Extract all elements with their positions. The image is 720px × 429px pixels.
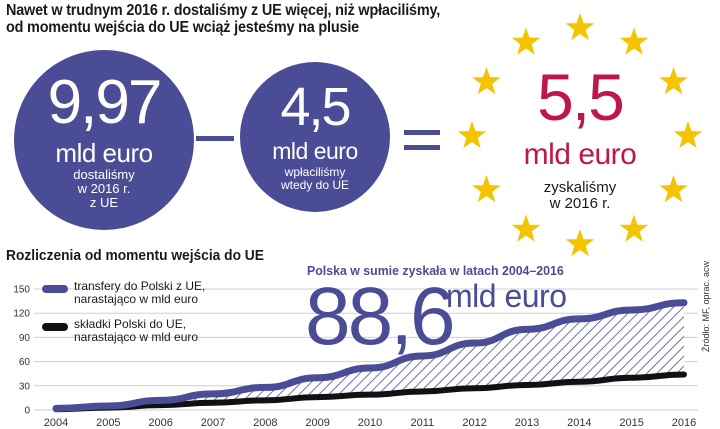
star-icon	[659, 67, 688, 95]
result-desc: zyskaliśmy w 2016 r.	[520, 180, 640, 212]
y-tick-label: 90	[19, 333, 31, 344]
received-unit: mld euro	[55, 138, 153, 168]
series-line-transfers	[52, 299, 688, 412]
result-desc-line-2: w 2016 r.	[549, 195, 611, 212]
y-tick-label: 30	[19, 381, 31, 392]
star-icon	[673, 121, 703, 149]
star-icon	[511, 27, 541, 55]
x-tick-label: 2010	[358, 417, 382, 429]
received-desc-line-2: w 2016 r.	[77, 181, 131, 196]
y-tick-label: 60	[19, 357, 31, 368]
eu-stars-ring	[457, 13, 703, 257]
result-value: 5,5	[537, 60, 625, 134]
x-tick-label: 2004	[44, 417, 68, 429]
total-unit: mld euro	[446, 278, 567, 314]
x-tick-label: 2012	[462, 417, 486, 429]
paid-desc-line-1: wpłaciliśmy	[284, 165, 346, 179]
equals-sign-top	[404, 130, 440, 135]
paid-circle: 4,5 mld euro wpłaciliśmy wtedy do UE	[240, 62, 390, 212]
source-note: Źródło: MF, oprac. acw	[701, 260, 711, 352]
x-tick-label: 2007	[201, 417, 225, 429]
paid-desc: wpłaciliśmy wtedy do UE	[250, 166, 380, 192]
paid-value: 4,5	[280, 77, 351, 137]
y-tick-label: 150	[13, 285, 30, 296]
section-title: Rozliczenia od momentu wejścia do UE	[6, 248, 264, 264]
paid-unit: mld euro	[272, 138, 358, 164]
received-circle: 9,97 mld euro dostaliśmy w 2016 r. z UE	[14, 50, 194, 230]
star-icon	[472, 175, 501, 203]
x-tick-label: 2013	[515, 417, 539, 429]
legend-label-transfers-2: narastająco w mld euro	[74, 292, 199, 306]
result-unit: mld euro	[523, 138, 637, 171]
x-tick-label: 2005	[96, 417, 120, 429]
x-tick-label: 2016	[672, 417, 696, 429]
legend-swatch-transfers	[42, 285, 68, 293]
y-tick-label: 0	[24, 406, 30, 417]
star-icon	[457, 121, 487, 149]
x-tick-label: 2008	[253, 417, 277, 429]
result-desc-line-1: zyskaliśmy	[543, 179, 617, 196]
legend-swatch-contributions	[42, 323, 68, 331]
star-icon	[659, 175, 688, 203]
star-icon	[619, 214, 649, 242]
received-value: 9,97	[47, 68, 163, 137]
headline: Nawet w trudnym 2016 r. dostaliśmy z UE …	[6, 2, 440, 36]
star-icon	[472, 67, 501, 95]
series-line-contributions	[53, 371, 687, 413]
paid-desc-line-2: wtedy do UE	[280, 178, 350, 192]
received-desc-line-1: dostaliśmy	[73, 167, 135, 182]
legend-label-transfers-1: transfery do Polski z UE,	[74, 279, 206, 293]
star-icon	[619, 27, 649, 55]
star-icon	[565, 229, 595, 257]
star-icon	[511, 214, 541, 242]
equals-sign-bottom	[404, 145, 440, 150]
x-tick-label: 2011	[411, 417, 435, 429]
legend-item-contributions: składki Polski do UE, narastająco w mld …	[42, 318, 198, 344]
y-tick-label: 120	[13, 309, 30, 320]
headline-line-2: od momentu wejścia do UE wciąż jesteśmy …	[6, 19, 359, 36]
minus-sign	[196, 136, 234, 141]
x-tick-label: 2006	[148, 417, 172, 429]
x-tick-label: 2014	[567, 417, 591, 429]
received-desc: dostaliśmy w 2016 r. z UE	[34, 168, 174, 210]
chart-title: Polska w sumie zyskała w latach 2004–201…	[307, 263, 564, 278]
legend-label-contributions-1: składki Polski do UE,	[74, 317, 187, 331]
legend-item-transfers: transfery do Polski z UE, narastająco w …	[42, 280, 205, 306]
x-tick-label: 2015	[619, 417, 643, 429]
headline-line-1: Nawet w trudnym 2016 r. dostaliśmy z UE …	[6, 2, 441, 19]
received-desc-line-3: z UE	[89, 195, 119, 210]
x-tick-label: 2009	[305, 417, 329, 429]
star-icon	[565, 13, 595, 41]
legend-label-contributions-2: narastająco w mld euro	[74, 330, 199, 344]
total-value: 88,6	[305, 271, 456, 362]
